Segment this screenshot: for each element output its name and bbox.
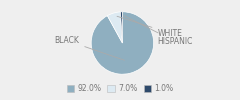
Text: HISPANIC: HISPANIC: [124, 16, 193, 46]
Wedge shape: [91, 12, 154, 74]
Wedge shape: [107, 12, 122, 43]
Legend: 92.0%, 7.0%, 1.0%: 92.0%, 7.0%, 1.0%: [64, 81, 176, 96]
Wedge shape: [120, 12, 122, 43]
Text: WHITE: WHITE: [117, 16, 182, 38]
Text: BLACK: BLACK: [54, 36, 124, 60]
